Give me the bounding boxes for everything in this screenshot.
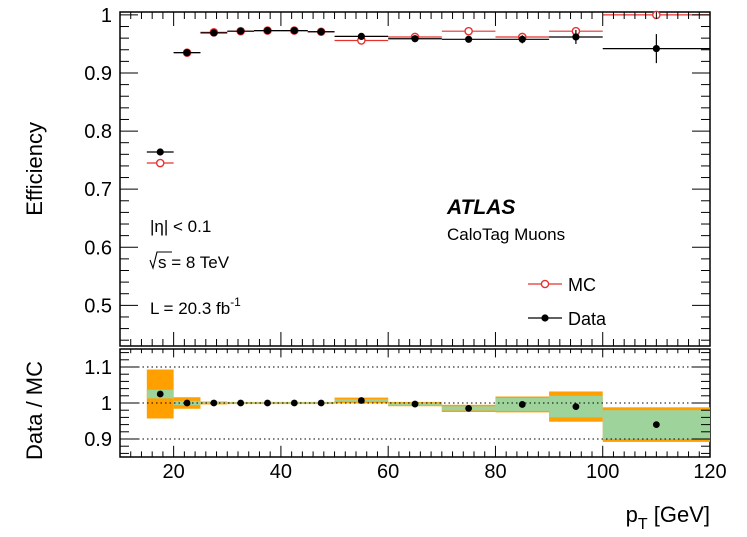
sqrt-symbol	[149, 251, 172, 270]
ratio-reference-lines	[120, 366, 710, 440]
data-point-11	[572, 33, 580, 41]
legend: MC Data	[528, 275, 607, 329]
ratio-point-11	[572, 403, 580, 410]
data-point-6	[317, 28, 325, 36]
upper-y-tick-label-1: 0.6	[84, 237, 112, 259]
legend-entry-data: Data	[528, 309, 607, 329]
upper-y-axis-label: Efficiency	[22, 122, 47, 216]
luminosity-label: L = 20.3 fb-1	[150, 295, 241, 318]
ratio-point-7	[357, 397, 365, 404]
legend-mc-marker	[540, 279, 550, 289]
ratio-point-9	[465, 405, 473, 412]
x-tick-label-4: 100	[586, 461, 619, 483]
axis-ticks	[119, 12, 711, 457]
efficiency-points	[146, 10, 710, 168]
data-point-10	[518, 35, 526, 43]
upper-y-tick-label-4: 0.9	[84, 63, 112, 85]
upper-y-tick-label-2: 0.7	[84, 179, 112, 201]
x-axis-label: pT [GeV]	[626, 502, 710, 533]
ratio-point-12	[652, 421, 660, 428]
data-point-4	[263, 26, 272, 35]
upper-panel-frame	[119, 11, 711, 347]
mc-point-0	[155, 158, 165, 168]
data-point-7	[357, 32, 365, 40]
x-tick-label-3: 80	[484, 461, 506, 483]
lower-y-tick-label-0: 0.9	[84, 429, 112, 451]
lower-y-axis-label: Data / MC	[22, 361, 47, 460]
lower-y-tick-label-2: 1.1	[84, 357, 112, 379]
data-point-5	[290, 26, 298, 35]
eta-label: |η| < 0.1	[150, 217, 211, 236]
data-point-2	[210, 29, 218, 37]
legend-data-label: Data	[568, 309, 607, 329]
legend-entry-mc: MC	[528, 275, 596, 295]
ratio-point-4	[264, 399, 271, 407]
ratio-uncertainty-bands	[146, 369, 710, 442]
sqrt-s-label: s = 8 TeV	[149, 251, 230, 272]
ratio-point-0	[156, 390, 164, 398]
ratio-point-3	[237, 399, 245, 407]
ratio-point-2	[210, 399, 218, 407]
legend-mc-label: MC	[568, 275, 596, 295]
legend-data-marker	[541, 314, 549, 322]
data-point-0	[156, 148, 164, 156]
x-tick-label-1: 40	[270, 461, 292, 483]
x-tick-label-2: 60	[377, 461, 399, 483]
ratio-point-1	[183, 399, 191, 407]
data-point-3	[237, 27, 245, 35]
ratio-point-8	[411, 400, 419, 408]
data-point-9	[465, 35, 473, 43]
ratio-point-5	[290, 399, 298, 407]
mc-point-9	[464, 26, 473, 36]
atlas-label: ATLAS	[446, 196, 515, 219]
x-tick-label-5: 120	[693, 461, 726, 483]
upper-y-tick-label-0: 0.5	[84, 295, 112, 317]
ratio-points	[156, 390, 660, 428]
calotag-label: CaloTag Muons	[447, 225, 565, 244]
data-point-1	[183, 49, 191, 57]
x-tick-label-0: 20	[163, 461, 185, 483]
data-point-8	[411, 35, 419, 43]
upper-y-tick-label-5: 1	[101, 5, 112, 27]
axis-tick-labels: 20 40 60 80 100 120 0.5 0.6 0.7 0.8 0.9 1 0.9 1 1.1	[84, 5, 727, 483]
sqrt-s-text: s = 8 TeV	[158, 253, 230, 272]
lower-y-tick-label-1: 1	[101, 393, 112, 415]
upper-y-tick-label-3: 0.8	[84, 121, 112, 143]
ratio-point-6	[317, 399, 325, 407]
data-point-12	[652, 44, 660, 53]
ratio-point-10	[518, 401, 526, 408]
